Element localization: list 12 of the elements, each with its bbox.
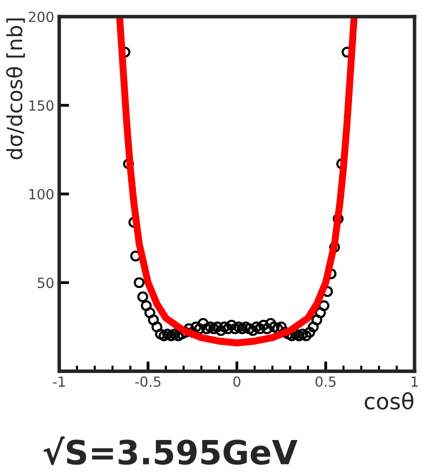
x-tick-label: 0	[233, 376, 240, 387]
x-axis-title: cosθ	[364, 392, 414, 410]
x-tick-label: -1	[52, 376, 65, 387]
x-tick-label: 1	[412, 376, 418, 387]
x-tick-label: -0.5	[135, 376, 160, 387]
y-tick-label: 50	[38, 278, 54, 288]
y-tick-label: 200	[28, 12, 54, 22]
y-tick-label: 150	[29, 100, 54, 111]
y-axis-title: dσ/dcosθ [nb]	[6, 18, 25, 160]
text: √S=3.595GeV	[44, 436, 298, 465]
x-tick-label: 0.5	[316, 376, 336, 387]
y-tick-label: 100	[29, 188, 54, 200]
